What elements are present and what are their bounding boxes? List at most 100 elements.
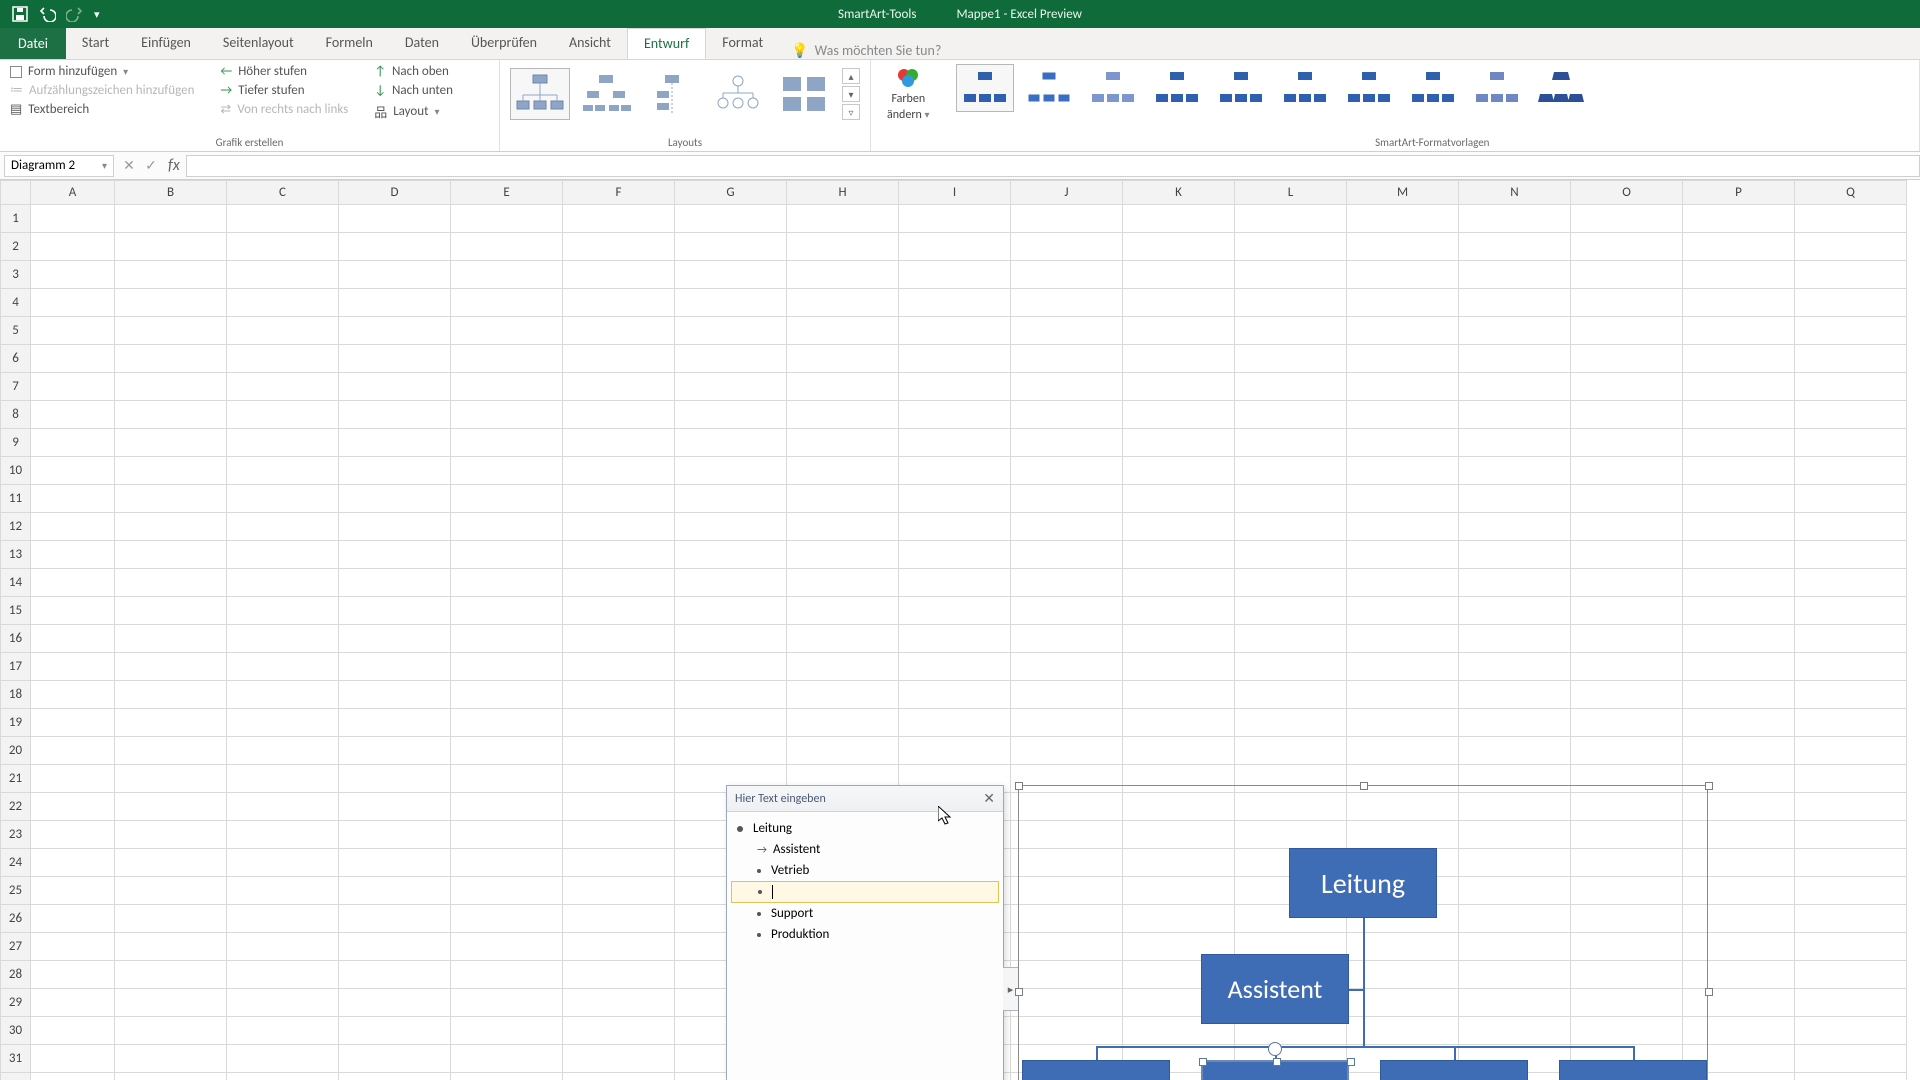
text-pane-item[interactable]: Produktion: [737, 924, 993, 945]
layouts-gallery[interactable]: ▴▾▿: [510, 64, 860, 124]
style-gallery[interactable]: [956, 64, 1909, 112]
row-header-14[interactable]: 14: [1, 569, 31, 597]
smartart-node-leitung[interactable]: Leitung: [1289, 848, 1437, 918]
col-header-K[interactable]: K: [1123, 181, 1235, 205]
row-header-3[interactable]: 3: [1, 261, 31, 289]
smartart-canvas[interactable]: LeitungAssistentVetriebSupportProduktion: [1018, 785, 1708, 1080]
change-colors-button[interactable]: Farben ändern ▾: [881, 64, 936, 124]
col-header-C[interactable]: C: [227, 181, 339, 205]
col-header-O[interactable]: O: [1571, 181, 1683, 205]
row-header-22[interactable]: 22: [1, 793, 31, 821]
row-header-31[interactable]: 31: [1, 1045, 31, 1073]
col-header-G[interactable]: G: [675, 181, 787, 205]
row-header-9[interactable]: 9: [1, 429, 31, 457]
move-up-button[interactable]: ↑ Nach oben: [374, 64, 453, 79]
col-header-P[interactable]: P: [1683, 181, 1795, 205]
file-tab[interactable]: Datei: [0, 27, 66, 59]
row-header-16[interactable]: 16: [1, 625, 31, 653]
row-header-6[interactable]: 6: [1, 345, 31, 373]
formula-input[interactable]: [186, 155, 1920, 177]
row-header-21[interactable]: 21: [1, 765, 31, 793]
qat-customize-icon[interactable]: ▾: [94, 8, 100, 21]
smartart-node-vetrieb[interactable]: Vetrieb: [1022, 1060, 1170, 1080]
add-shape-button[interactable]: Form hinzufügen ▾: [10, 64, 194, 79]
text-pane-item[interactable]: Vetrieb: [737, 860, 993, 881]
row-header-29[interactable]: 29: [1, 989, 31, 1017]
smartart-node-assistent[interactable]: Assistent: [1201, 954, 1349, 1024]
layout-thumb-4[interactable]: [708, 68, 768, 120]
col-header-M[interactable]: M: [1347, 181, 1459, 205]
layout-dropdown[interactable]: 品 Layout ▾: [374, 102, 453, 121]
gallery-scroll[interactable]: ▴▾▿: [842, 68, 860, 120]
ribbon-tab-einfügen[interactable]: Einfügen: [125, 28, 207, 59]
ribbon-tab-seitenlayout[interactable]: Seitenlayout: [207, 28, 310, 59]
row-header-12[interactable]: 12: [1, 513, 31, 541]
ribbon-tab-daten[interactable]: Daten: [389, 28, 455, 59]
row-header-1[interactable]: 1: [1, 205, 31, 233]
text-pane-item[interactable]: →Assistent: [737, 839, 993, 860]
row-header-23[interactable]: 23: [1, 821, 31, 849]
col-header-D[interactable]: D: [339, 181, 451, 205]
text-pane-list[interactable]: Leitung→AssistentVetriebSupportProduktio…: [727, 812, 1003, 1080]
row-header-28[interactable]: 28: [1, 961, 31, 989]
fx-icon[interactable]: fx: [162, 156, 186, 175]
row-header-4[interactable]: 4: [1, 289, 31, 317]
ribbon-tab-entwurf[interactable]: Entwurf: [627, 28, 706, 59]
close-icon[interactable]: ✕: [983, 790, 995, 807]
row-header-5[interactable]: 5: [1, 317, 31, 345]
row-header-18[interactable]: 18: [1, 681, 31, 709]
row-header-13[interactable]: 13: [1, 541, 31, 569]
col-header-J[interactable]: J: [1011, 181, 1123, 205]
ribbon-tab-start[interactable]: Start: [66, 28, 125, 59]
save-icon[interactable]: [12, 6, 28, 22]
row-header-15[interactable]: 15: [1, 597, 31, 625]
ribbon-tab-format[interactable]: Format: [706, 28, 779, 59]
col-header-H[interactable]: H: [787, 181, 899, 205]
style-thumb-2[interactable]: [1020, 64, 1078, 112]
row-header-27[interactable]: 27: [1, 933, 31, 961]
promote-button[interactable]: ← Höher stufen: [220, 64, 348, 79]
undo-icon[interactable]: [38, 6, 56, 22]
style-thumb-10[interactable]: [1532, 64, 1590, 112]
ribbon-tab-überprüfen[interactable]: Überprüfen: [455, 28, 553, 59]
col-header-E[interactable]: E: [451, 181, 563, 205]
style-thumb-6[interactable]: [1276, 64, 1334, 112]
style-thumb-5[interactable]: [1212, 64, 1270, 112]
redo-icon[interactable]: [66, 6, 84, 22]
demote-button[interactable]: → Tiefer stufen: [220, 83, 348, 98]
row-header-26[interactable]: 26: [1, 905, 31, 933]
cancel-icon[interactable]: ✕: [118, 157, 140, 174]
text-pane-titlebar[interactable]: Hier Text eingeben ✕: [727, 786, 1003, 812]
enter-icon[interactable]: ✓: [140, 157, 162, 174]
tell-me[interactable]: 💡 Was möchten Sie tun?: [791, 42, 941, 59]
smartart-node-produktion[interactable]: Produktion: [1559, 1060, 1707, 1080]
style-thumb-3[interactable]: [1084, 64, 1142, 112]
row-header-32[interactable]: 32: [1, 1073, 31, 1080]
row-header-17[interactable]: 17: [1, 653, 31, 681]
row-header-19[interactable]: 19: [1, 709, 31, 737]
layout-thumb-2[interactable]: [576, 68, 636, 120]
row-header-2[interactable]: 2: [1, 233, 31, 261]
style-thumb-8[interactable]: [1404, 64, 1462, 112]
style-thumb-7[interactable]: [1340, 64, 1398, 112]
name-box[interactable]: Diagramm 2 ▾: [4, 155, 114, 177]
row-header-20[interactable]: 20: [1, 737, 31, 765]
row-header-8[interactable]: 8: [1, 401, 31, 429]
move-down-button[interactable]: ↓ Nach unten: [374, 83, 453, 98]
col-header-N[interactable]: N: [1459, 181, 1571, 205]
row-header-10[interactable]: 10: [1, 457, 31, 485]
ribbon-tab-ansicht[interactable]: Ansicht: [553, 28, 627, 59]
text-pane-toggle[interactable]: ▤ Textbereich: [10, 102, 194, 117]
col-header-B[interactable]: B: [115, 181, 227, 205]
style-thumb-9[interactable]: [1468, 64, 1526, 112]
style-thumb-4[interactable]: [1148, 64, 1206, 112]
row-header-11[interactable]: 11: [1, 485, 31, 513]
worksheet-area[interactable]: ABCDEFGHIJKLMNOPQ12345678910111213141516…: [0, 180, 1920, 1080]
col-header-A[interactable]: A: [31, 181, 115, 205]
style-thumb-1[interactable]: [956, 64, 1014, 112]
col-header-I[interactable]: I: [899, 181, 1011, 205]
layout-thumb-1[interactable]: [510, 68, 570, 120]
row-header-25[interactable]: 25: [1, 877, 31, 905]
layout-thumb-3[interactable]: [642, 68, 702, 120]
text-pane-item[interactable]: Support: [737, 903, 993, 924]
